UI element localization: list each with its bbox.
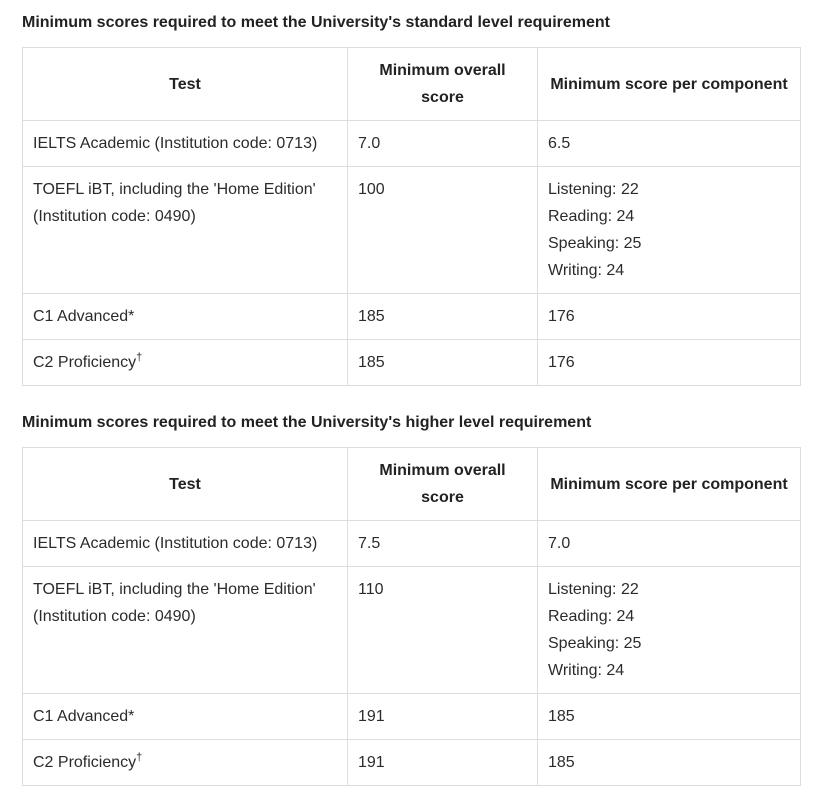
test-name-cell: IELTS Academic (Institution code: 0713) [22,520,348,567]
component-score: Listening: 22 Reading: 24 Speaking: 25 W… [548,581,642,679]
column-header-per-component: Minimum score per component [537,447,801,521]
component-score-cell: Listening: 22 Reading: 24 Speaking: 25 W… [537,566,801,694]
component-score: 176 [548,354,575,371]
component-score-cell: Listening: 22 Reading: 24 Speaking: 25 W… [537,166,801,294]
overall-score-cell: 185 [347,293,538,340]
overall-score: 7.5 [358,535,381,552]
table-row-toefl: TOEFL iBT, including the 'Home Edition' … [22,566,801,694]
component-score-cell: 176 [537,339,801,386]
column-header-test: Test [22,447,348,521]
overall-score: 191 [358,754,385,771]
test-name-cell: C2 Proficiency† [22,739,348,786]
overall-score: 100 [358,181,385,198]
overall-score-cell: 7.0 [347,120,538,167]
standard-level-table: Test Minimum overall score Minimum score… [22,47,801,386]
test-name-cell: TOEFL iBT, including the 'Home Edition' … [22,566,348,694]
standard-level-heading: Minimum scores required to meet the Univ… [22,14,610,31]
test-name: C2 Proficiency [33,754,137,771]
component-score: 7.0 [548,535,571,552]
overall-score: 191 [358,708,385,725]
test-name: C1 Advanced* [33,708,135,725]
overall-score: 185 [358,354,385,371]
table-row-ielts: IELTS Academic (Institution code: 0713) … [22,520,801,567]
overall-score-cell: 100 [347,166,538,294]
component-score: 185 [548,754,575,771]
table-row-c1-advanced: C1 Advanced* 185 176 [22,293,801,340]
column-header-overall-score: Minimum overall score [347,47,538,121]
test-name: TOEFL iBT, including the 'Home Edition' … [33,181,316,225]
column-header-test: Test [22,47,348,121]
component-score: Listening: 22 Reading: 24 Speaking: 25 W… [548,181,642,279]
overall-score: 185 [358,308,385,325]
higher-level-table: Test Minimum overall score Minimum score… [22,447,801,786]
column-header-per-component: Minimum score per component [537,47,801,121]
higher-level-heading: Minimum scores required to meet the Univ… [22,414,592,431]
column-header-overall-score: Minimum overall score [347,447,538,521]
overall-score-cell: 185 [347,339,538,386]
test-name-cell: TOEFL iBT, including the 'Home Edition' … [22,166,348,294]
component-score-cell: 185 [537,693,801,740]
table-row-toefl: TOEFL iBT, including the 'Home Edition' … [22,166,801,294]
table-row-c1-advanced: C1 Advanced* 191 185 [22,693,801,740]
overall-score-cell: 191 [347,693,538,740]
component-score: 6.5 [548,135,571,152]
overall-score: 7.0 [358,135,381,152]
test-footnote-marker: † [136,351,143,364]
component-score-cell: 7.0 [537,520,801,567]
test-name-cell: C1 Advanced* [22,693,348,740]
test-footnote-marker: † [136,751,143,764]
test-name: C2 Proficiency [33,354,137,371]
test-name-cell: IELTS Academic (Institution code: 0713) [22,120,348,167]
component-score-cell: 6.5 [537,120,801,167]
table-row-ielts: IELTS Academic (Institution code: 0713) … [22,120,801,167]
test-name-cell: C1 Advanced* [22,293,348,340]
header-row: Test Minimum overall score Minimum score… [22,47,801,121]
table-row-c2-proficiency: C2 Proficiency† 185 176 [22,339,801,386]
table-row-c2-proficiency: C2 Proficiency† 191 185 [22,739,801,786]
test-name: IELTS Academic (Institution code: 0713) [33,535,318,552]
header-row: Test Minimum overall score Minimum score… [22,447,801,521]
overall-score-cell: 191 [347,739,538,786]
component-score: 185 [548,708,575,725]
component-score-cell: 185 [537,739,801,786]
component-score: 176 [548,308,575,325]
component-score-cell: 176 [537,293,801,340]
overall-score-cell: 110 [347,566,538,694]
overall-score-cell: 7.5 [347,520,538,567]
test-name: C1 Advanced* [33,308,135,325]
test-name-cell: C2 Proficiency† [22,339,348,386]
test-name: TOEFL iBT, including the 'Home Edition' … [33,581,316,625]
overall-score: 110 [358,581,384,598]
test-name: IELTS Academic (Institution code: 0713) [33,135,318,152]
